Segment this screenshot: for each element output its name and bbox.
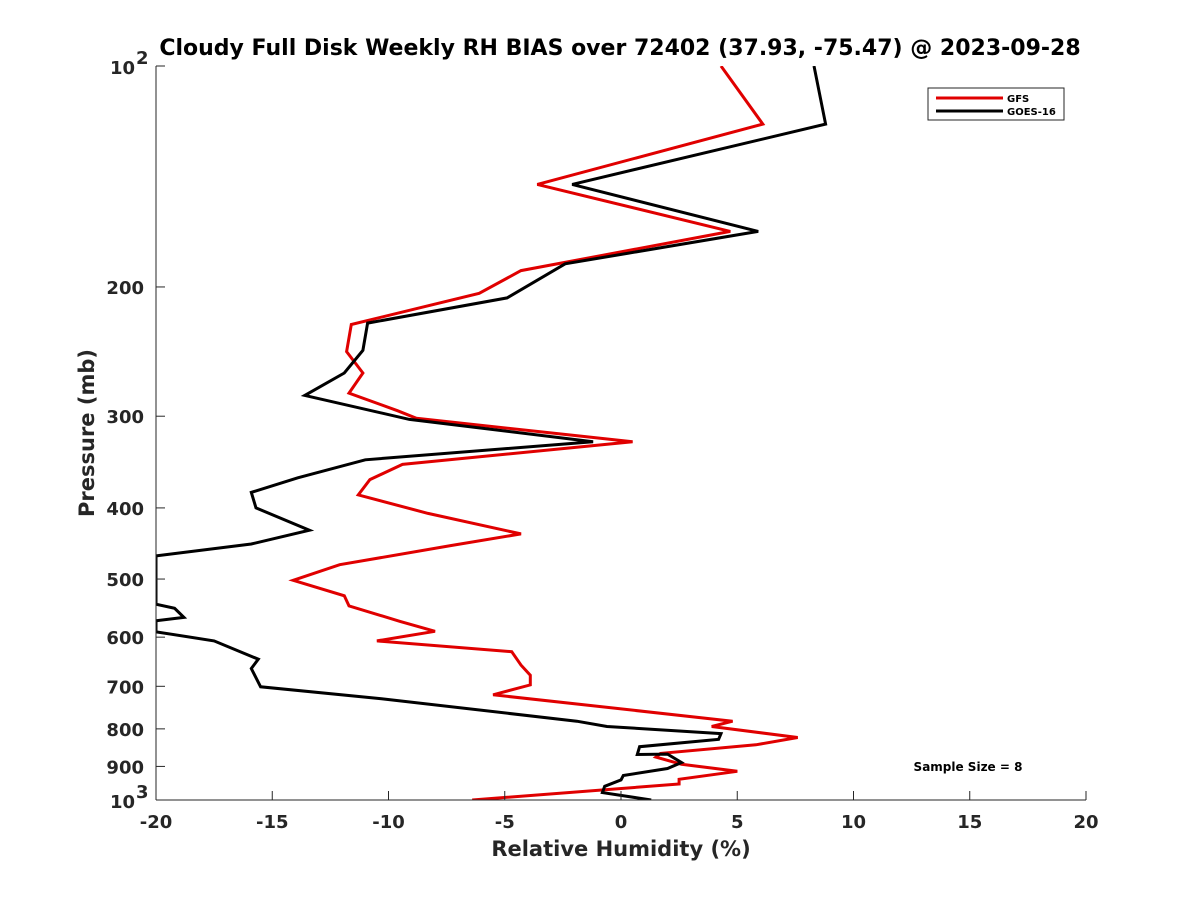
- x-tick-label: -5: [495, 812, 515, 833]
- y-tick-label: 10 3: [110, 782, 149, 813]
- y-tick-label: 10 2: [110, 48, 149, 79]
- legend-box: [927, 87, 1065, 121]
- y-tick-label: 600: [106, 628, 144, 649]
- y-tick-base: 10: [110, 58, 135, 79]
- y-tick-base: 10: [110, 792, 135, 813]
- series-layer: [156, 66, 828, 800]
- x-tick-label: 5: [731, 812, 744, 833]
- x-tick-label: 20: [1073, 812, 1098, 833]
- chart-title: Cloudy Full Disk Weekly RH BIAS over 724…: [159, 36, 1080, 61]
- x-tick-label: -10: [372, 812, 405, 833]
- x-axis-label: Relative Humidity (%): [491, 837, 750, 861]
- y-tick-label: 800: [106, 720, 144, 741]
- x-tick-label: -20: [140, 812, 173, 833]
- x-tick-label: 0: [615, 812, 628, 833]
- y-tick-label: 700: [106, 677, 144, 698]
- series-line-gfs: [288, 66, 798, 800]
- legend-label-gfs: GFS: [1007, 94, 1029, 105]
- y-tick-label: 400: [106, 499, 144, 520]
- y-tick-label: 300: [106, 407, 144, 428]
- legend: GFS GOES-16: [927, 87, 1065, 121]
- y-tick-label: 900: [106, 757, 144, 778]
- sample-size-annotation: Sample Size = 8: [914, 760, 1023, 774]
- series-line-goes-16: [156, 66, 828, 800]
- y-tick-label: 500: [106, 570, 144, 591]
- legend-label-goes-16: GOES-16: [1007, 107, 1056, 118]
- y-tick-exponent: 2: [136, 48, 149, 69]
- y-axis-label: Pressure (mb): [75, 349, 99, 517]
- x-tick-label: 15: [957, 812, 982, 833]
- x-tick-label: 10: [841, 812, 866, 833]
- y-tick-label: 200: [106, 278, 144, 299]
- x-tick-label: -15: [256, 812, 289, 833]
- y-tick-exponent: 3: [136, 782, 149, 803]
